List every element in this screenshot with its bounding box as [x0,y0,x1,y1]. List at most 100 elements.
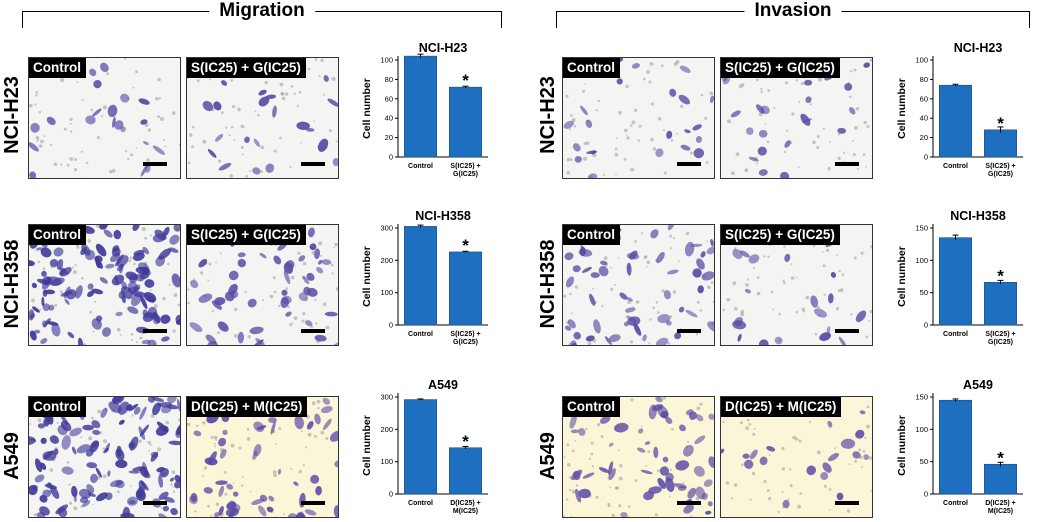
membrane-pore [173,487,175,489]
chart-title: NCI-H358 [415,209,471,223]
y-tick-label: 60 [920,94,928,103]
row-label-nci-h23-invasion: NCI-H23 [536,50,560,180]
panel-label: D(IC25) + M(IC25) [721,397,841,417]
membrane-pore [696,333,698,335]
membrane-pore [569,489,571,491]
membrane-pore [778,313,781,316]
membrane-pore [196,425,198,427]
membrane-pore [864,121,867,124]
membrane-pore [287,306,290,309]
membrane-pore [636,300,640,304]
membrane-pore [130,256,133,259]
membrane-pore [125,150,127,152]
row-label-nci-h23-migration: NCI-H23 [0,50,24,180]
membrane-pore [338,67,339,70]
y-tick-label: 0 [389,321,393,330]
membrane-pore [323,302,327,306]
membrane-pore [619,477,623,481]
membrane-pore [585,428,587,430]
membrane-pore [567,171,571,175]
membrane-pore [97,136,100,139]
membrane-pore [572,450,575,453]
membrane-pore [596,496,599,499]
membrane-pore [260,146,264,150]
membrane-pore [221,111,224,114]
membrane-pore [179,144,181,146]
y-tick-label: 40 [385,114,393,123]
membrane-pore [641,232,643,234]
chart-title: NCI-H358 [950,209,1006,223]
significance-star: * [997,266,1004,285]
membrane-pore [76,81,78,83]
membrane-pore [824,294,826,296]
membrane-pore [734,307,738,311]
membrane-pore [162,297,165,300]
membrane-pore [829,509,831,511]
membrane-pore [308,433,312,437]
membrane-pore [653,147,657,151]
micrograph-control: Control [562,396,715,518]
membrane-pore [628,505,631,508]
stained-cell [148,307,158,319]
membrane-pore [624,129,628,133]
membrane-pore [214,446,216,448]
significance-star: * [462,236,469,255]
row-label-a549-invasion: A549 [536,391,560,521]
membrane-pore [756,163,758,165]
membrane-pore [809,421,811,423]
membrane-pore [144,237,147,240]
membrane-pore [740,421,743,424]
membrane-pore [619,464,622,467]
scale-bar [835,329,859,333]
membrane-pore [863,450,866,453]
membrane-pore [220,252,222,254]
membrane-pore [564,456,566,458]
membrane-pore [645,465,647,467]
membrane-pore [745,168,749,172]
membrane-pore [230,174,234,178]
membrane-pore [732,281,736,285]
membrane-pore [103,439,107,443]
membrane-pore [76,246,79,249]
scale-bar [301,162,325,166]
membrane-pore [634,109,637,112]
y-tick-label: 200 [380,256,393,265]
membrane-pore [209,263,212,266]
membrane-pore [241,125,245,129]
membrane-pore [722,309,725,312]
y-tick-label: 100 [915,56,928,65]
membrane-pore [870,310,873,313]
membrane-pore [136,147,138,149]
membrane-pore [767,141,770,144]
membrane-pore [274,291,277,294]
membrane-pore [583,157,587,161]
scale-bar [677,501,701,505]
membrane-pore [70,123,72,125]
membrane-pore [664,172,667,175]
membrane-pore [50,144,52,146]
y-tick-label: 50 [920,288,928,297]
membrane-pore [245,175,248,178]
membrane-pore [690,152,693,155]
bar [404,56,436,157]
membrane-pore [207,505,210,508]
membrane-pore [68,483,70,485]
y-tick-label: 100 [380,56,393,65]
membrane-pore [630,398,633,401]
scale-bar [835,162,859,166]
membrane-pore [88,436,92,440]
membrane-pore [669,496,671,498]
scale-bar [143,501,167,505]
bar [939,85,971,157]
membrane-pore [753,267,755,269]
membrane-pore [686,232,689,235]
membrane-pore [130,153,133,156]
membrane-pore [308,68,311,71]
membrane-pore [797,505,801,509]
membrane-pore [849,463,851,465]
y-tick-label: 100 [380,288,393,297]
membrane-pore [840,288,844,292]
membrane-pore [278,427,281,430]
bar [404,226,436,325]
